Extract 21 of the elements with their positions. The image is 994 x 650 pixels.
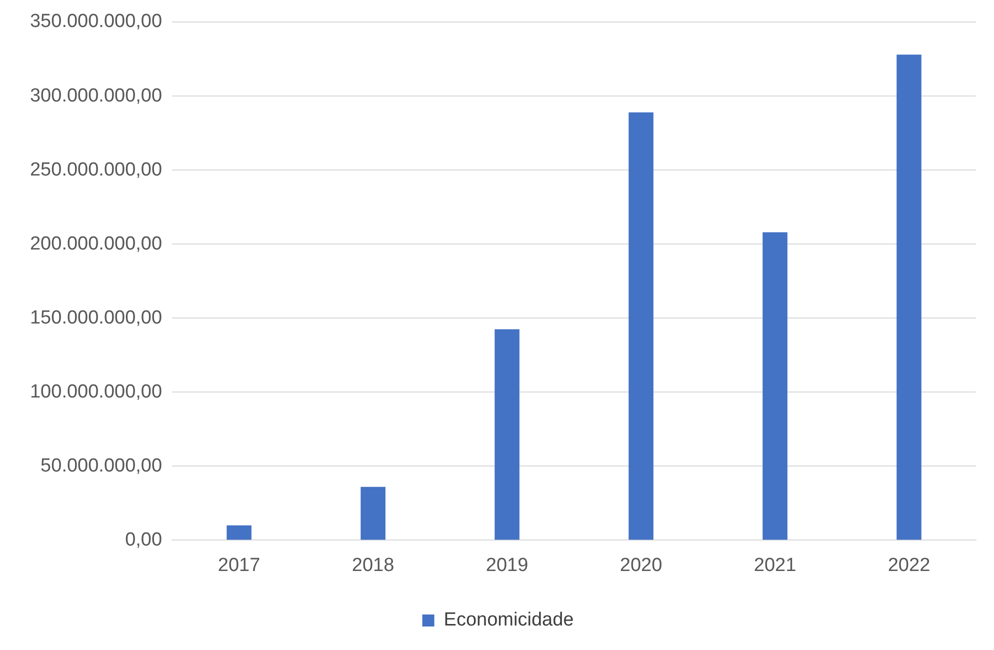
bar (226, 525, 252, 540)
y-tick-label: 150.000.000,00 (30, 307, 162, 328)
x-tick-label: 2017 (218, 554, 260, 576)
y-tick-label: 250.000.000,00 (30, 159, 162, 180)
y-tick-label: 200.000.000,00 (30, 233, 162, 254)
y-tick-label: 350.000.000,00 (30, 11, 162, 32)
y-tick-label: 300.000.000,00 (30, 85, 162, 106)
x-tick-label: 2021 (754, 554, 796, 576)
legend-label: Economicidade (444, 610, 574, 631)
x-tick-label: 2020 (620, 554, 662, 576)
bar (494, 329, 520, 540)
x-tick-label: 2022 (888, 554, 930, 576)
x-tick-label: 2018 (352, 554, 394, 576)
bar (896, 54, 922, 540)
bar (360, 486, 386, 540)
y-tick-label: 0,00 (125, 529, 162, 550)
bar (762, 232, 788, 540)
bar (628, 112, 654, 540)
y-tick-label: 100.000.000,00 (30, 381, 162, 402)
y-tick-label: 50.000.000,00 (40, 455, 162, 476)
x-tick-label: 2019 (486, 554, 528, 576)
